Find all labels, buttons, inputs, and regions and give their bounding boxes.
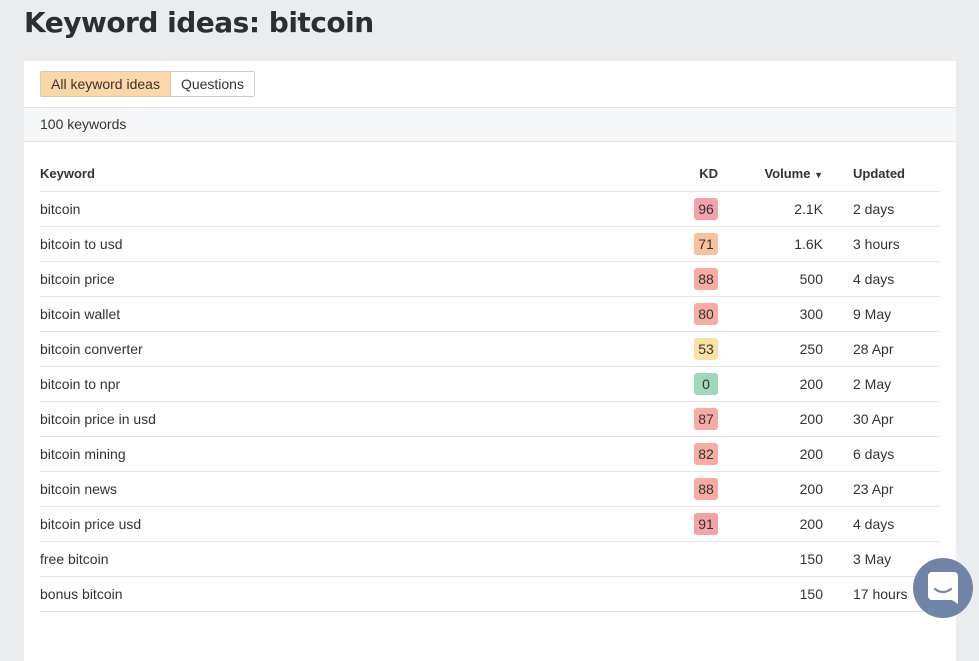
volume-cell: 250: [718, 331, 823, 367]
kd-badge: 88: [694, 477, 718, 500]
kd-badge: 80: [694, 302, 718, 325]
volume-cell: 2.1K: [718, 191, 823, 227]
keywords-table: Keyword KD Volume ▼ Updated bitcoin 96 2…: [40, 156, 940, 612]
updated-cell: 4 days: [823, 506, 940, 542]
keyword-link[interactable]: bonus bitcoin: [40, 576, 658, 612]
volume-cell: 200: [718, 366, 823, 402]
kd-cell: 91: [658, 506, 718, 542]
table-row: bitcoin to usd 71 1.6K 3 hours: [40, 226, 940, 262]
keyword-link[interactable]: bitcoin converter: [40, 331, 658, 367]
volume-cell: 200: [718, 471, 823, 507]
column-updated[interactable]: Updated: [823, 156, 940, 192]
kd-cell: [658, 541, 718, 577]
kd-badge: 91: [694, 512, 718, 535]
kd-cell: 0: [658, 366, 718, 402]
kd-cell: 80: [658, 296, 718, 332]
kd-badge: 87: [694, 407, 718, 430]
kd-badge: 82: [694, 442, 718, 465]
column-keyword[interactable]: Keyword: [40, 156, 658, 192]
kd-badge: 0: [694, 372, 718, 395]
keyword-link[interactable]: bitcoin price: [40, 261, 658, 297]
volume-cell: 200: [718, 506, 823, 542]
tab-group: All keyword ideas Questions: [40, 71, 255, 97]
kd-cell: 87: [658, 401, 718, 437]
table-row: bitcoin price 88 500 4 days: [40, 261, 940, 297]
chat-bubble-icon: [928, 572, 958, 604]
keyword-link[interactable]: bitcoin price usd: [40, 506, 658, 542]
tab-questions[interactable]: Questions: [180, 76, 244, 92]
table-row: bonus bitcoin 150 17 hours: [40, 576, 940, 612]
kd-cell: 96: [658, 191, 718, 227]
updated-cell: 2 days: [823, 191, 940, 227]
page-title: Keyword ideas: bitcoin: [24, 6, 374, 39]
updated-cell: 3 hours: [823, 226, 940, 262]
table-row: bitcoin price in usd 87 200 30 Apr: [40, 401, 940, 437]
caret-down-icon: ▼: [814, 169, 823, 180]
keyword-count: 100 keywords: [24, 107, 956, 142]
kd-cell: [658, 576, 718, 612]
table-row: bitcoin news 88 200 23 Apr: [40, 471, 940, 507]
table-row: bitcoin price usd 91 200 4 days: [40, 506, 940, 542]
keyword-link[interactable]: bitcoin: [40, 191, 658, 227]
updated-cell: 4 days: [823, 261, 940, 297]
table-row: bitcoin mining 82 200 6 days: [40, 436, 940, 472]
updated-cell: 30 Apr: [823, 401, 940, 437]
volume-cell: 150: [718, 576, 823, 612]
keyword-link[interactable]: bitcoin to usd: [40, 226, 658, 262]
table-row: bitcoin wallet 80 300 9 May: [40, 296, 940, 332]
updated-cell: 2 May: [823, 366, 940, 402]
volume-cell: 1.6K: [718, 226, 823, 262]
kd-badge: 53: [694, 337, 718, 360]
updated-cell: 6 days: [823, 436, 940, 472]
keyword-link[interactable]: bitcoin wallet: [40, 296, 658, 332]
kd-badge: 96: [694, 197, 718, 220]
tab-all-keyword-ideas[interactable]: All keyword ideas: [41, 72, 171, 96]
kd-cell: 53: [658, 331, 718, 367]
column-volume[interactable]: Volume ▼: [718, 156, 823, 192]
kd-badge: 71: [694, 232, 718, 255]
kd-cell: 71: [658, 226, 718, 262]
volume-cell: 500: [718, 261, 823, 297]
kd-cell: 88: [658, 471, 718, 507]
keyword-link[interactable]: bitcoin mining: [40, 436, 658, 472]
keyword-link[interactable]: bitcoin price in usd: [40, 401, 658, 437]
keyword-link[interactable]: free bitcoin: [40, 541, 658, 577]
table-row: bitcoin converter 53 250 28 Apr: [40, 331, 940, 367]
volume-cell: 200: [718, 401, 823, 437]
keyword-link[interactable]: bitcoin news: [40, 471, 658, 507]
kd-cell: 88: [658, 261, 718, 297]
table-row: free bitcoin 150 3 May: [40, 541, 940, 577]
updated-cell: 28 Apr: [823, 331, 940, 367]
column-kd[interactable]: KD: [658, 156, 718, 192]
volume-cell: 150: [718, 541, 823, 577]
kd-cell: 82: [658, 436, 718, 472]
table-row: bitcoin 96 2.1K 2 days: [40, 191, 940, 227]
volume-cell: 300: [718, 296, 823, 332]
chat-button[interactable]: [913, 558, 973, 618]
updated-cell: 23 Apr: [823, 471, 940, 507]
keyword-link[interactable]: bitcoin to npr: [40, 366, 658, 402]
kd-badge: 88: [694, 267, 718, 290]
volume-cell: 200: [718, 436, 823, 472]
table-row: bitcoin to npr 0 200 2 May: [40, 366, 940, 402]
keywords-card: All keyword ideas Questions 100 keywords…: [24, 61, 956, 661]
updated-cell: 9 May: [823, 296, 940, 332]
